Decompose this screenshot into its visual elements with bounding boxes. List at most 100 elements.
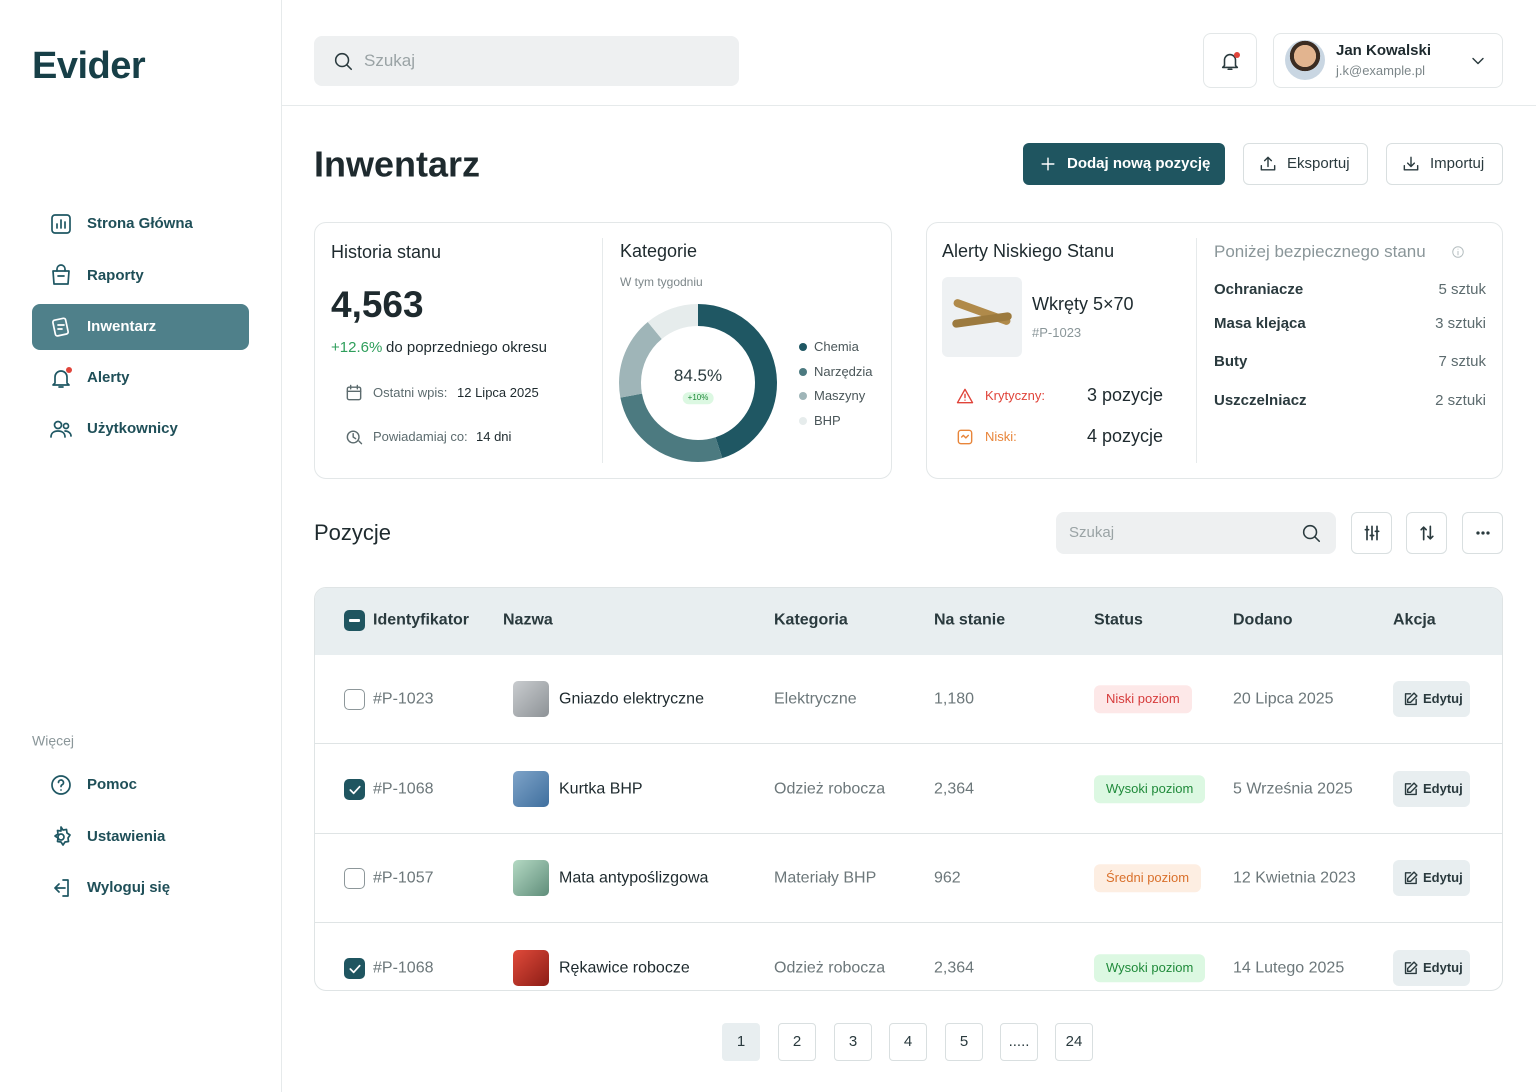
below-name: Ochraniacze <box>1214 281 1304 298</box>
checkbox[interactable] <box>344 868 365 889</box>
row-added: 5 Września 2025 <box>1233 780 1353 798</box>
edit-icon <box>1404 870 1418 884</box>
import-icon <box>1403 156 1419 171</box>
nav-item[interactable]: Alerty <box>87 369 130 386</box>
page-button[interactable] <box>1000 1023 1038 1061</box>
section-title: Pozycje <box>314 519 392 545</box>
table-search[interactable] <box>1056 512 1336 554</box>
meta-label: Ostatni wpis: <box>373 385 448 401</box>
donut-chart <box>619 304 777 462</box>
row-name: Kurtka BHP <box>559 780 643 798</box>
nav-item[interactable]: Ustawienia <box>87 828 166 845</box>
row-divider <box>315 833 1502 834</box>
edit-button[interactable] <box>1393 860 1470 896</box>
edit-label: Edytuj <box>1423 781 1463 797</box>
sidebar-border <box>281 0 282 1092</box>
bell-dot <box>1234 52 1240 58</box>
button-label: Eksportuj <box>1287 155 1350 172</box>
row-added: 12 Kwietnia 2023 <box>1233 869 1356 887</box>
toolbar-icon <box>1419 525 1434 541</box>
primary-button[interactable] <box>1023 143 1225 185</box>
meta-value: 12 Lipca 2025 <box>457 385 539 401</box>
user-box[interactable] <box>1273 33 1503 88</box>
plus-icon <box>1041 157 1055 171</box>
status-pill: Średni poziom <box>1094 864 1202 892</box>
export-button[interactable] <box>1243 143 1368 185</box>
page-button[interactable] <box>889 1023 927 1061</box>
legend-label: BHP <box>814 412 841 428</box>
nav-icon <box>50 420 72 438</box>
edit-label: Edytuj <box>1423 691 1463 707</box>
bell-icon <box>1221 53 1239 71</box>
below-name: Uszczelniacz <box>1214 392 1307 409</box>
column-header: Kategoria <box>774 611 848 629</box>
page-label: 3 <box>848 1033 858 1050</box>
nav-item[interactable]: Użytkownicy <box>87 420 178 437</box>
bell-button[interactable] <box>1203 33 1257 88</box>
legend-dot <box>799 416 807 425</box>
below-qty: 3 sztuki <box>1435 315 1486 332</box>
toolbar-button[interactable] <box>1406 512 1447 554</box>
meta-label: Powiadamiaj co: <box>373 429 468 445</box>
search-box[interactable] <box>314 36 739 86</box>
row-name: Mata antypoślizgowa <box>559 869 709 887</box>
page-label: 4 <box>903 1033 913 1050</box>
nav-icon <box>51 775 71 795</box>
below-qty: 5 sztuk <box>1438 281 1486 298</box>
edit-button[interactable] <box>1393 950 1470 986</box>
info-icon <box>1452 246 1464 258</box>
alert-icon <box>956 388 974 404</box>
check-mark <box>348 964 361 973</box>
below-qty: 2 sztuki <box>1435 392 1486 409</box>
nav-item[interactable]: Wyloguj się <box>87 879 171 896</box>
column-header: Identyfikator <box>373 611 470 629</box>
nav-item[interactable]: Strona Główna <box>87 215 193 232</box>
clock-icon <box>346 430 363 445</box>
row-added: 14 Lutego 2025 <box>1233 959 1345 977</box>
row-stock: 1,180 <box>934 690 975 708</box>
edit-button[interactable] <box>1393 681 1470 717</box>
nav-item[interactable]: Raporty <box>87 267 144 284</box>
toolbar-button[interactable] <box>1462 512 1503 554</box>
nav-active-bg <box>32 304 249 350</box>
legend-dot <box>799 343 807 351</box>
toolbar-button[interactable] <box>1351 512 1392 554</box>
page-button[interactable] <box>778 1023 816 1061</box>
edit-button[interactable] <box>1393 771 1470 807</box>
row-added: 20 Lipca 2025 <box>1233 690 1334 708</box>
alert-item-id: #P-1023 <box>1032 325 1082 341</box>
legend-label: Chemia <box>814 339 859 355</box>
column-header: Na stanie <box>934 611 1006 629</box>
checkbox[interactable] <box>344 689 365 710</box>
page-button[interactable] <box>945 1023 983 1061</box>
avatar <box>1285 40 1325 80</box>
toolbar-icon <box>1364 525 1379 541</box>
section-label: Więcej <box>32 732 75 749</box>
toolbar-icon <box>1475 531 1490 535</box>
below-name: Buty <box>1214 353 1248 370</box>
nav-item[interactable]: Pomoc <box>87 776 138 793</box>
page-button[interactable] <box>722 1023 760 1061</box>
page-label: 5 <box>959 1033 969 1050</box>
row-id: #P-1023 <box>373 690 434 708</box>
donut-badge: +10% <box>682 392 714 404</box>
checkbox[interactable] <box>344 779 365 800</box>
checkbox[interactable] <box>344 958 365 979</box>
status-pill: Wysoki poziom <box>1094 954 1206 982</box>
kpi-change: +12.6% <box>331 339 383 356</box>
row-id: #P-1057 <box>373 869 434 887</box>
page-button[interactable] <box>834 1023 872 1061</box>
import-button[interactable] <box>1386 143 1503 185</box>
chevron <box>1472 57 1484 65</box>
card-divider <box>602 238 603 463</box>
row-name: Rękawice robocze <box>559 959 690 977</box>
page-button[interactable] <box>1055 1023 1093 1061</box>
row-category: Elektryczne <box>774 690 857 708</box>
checkbox-dash <box>349 619 360 622</box>
legend-dot <box>799 367 807 376</box>
status-pill: Niski poziom <box>1094 685 1192 713</box>
nav-item[interactable]: Inwentarz <box>87 318 157 335</box>
calendar-icon <box>346 384 362 401</box>
product-thumb <box>513 860 549 896</box>
